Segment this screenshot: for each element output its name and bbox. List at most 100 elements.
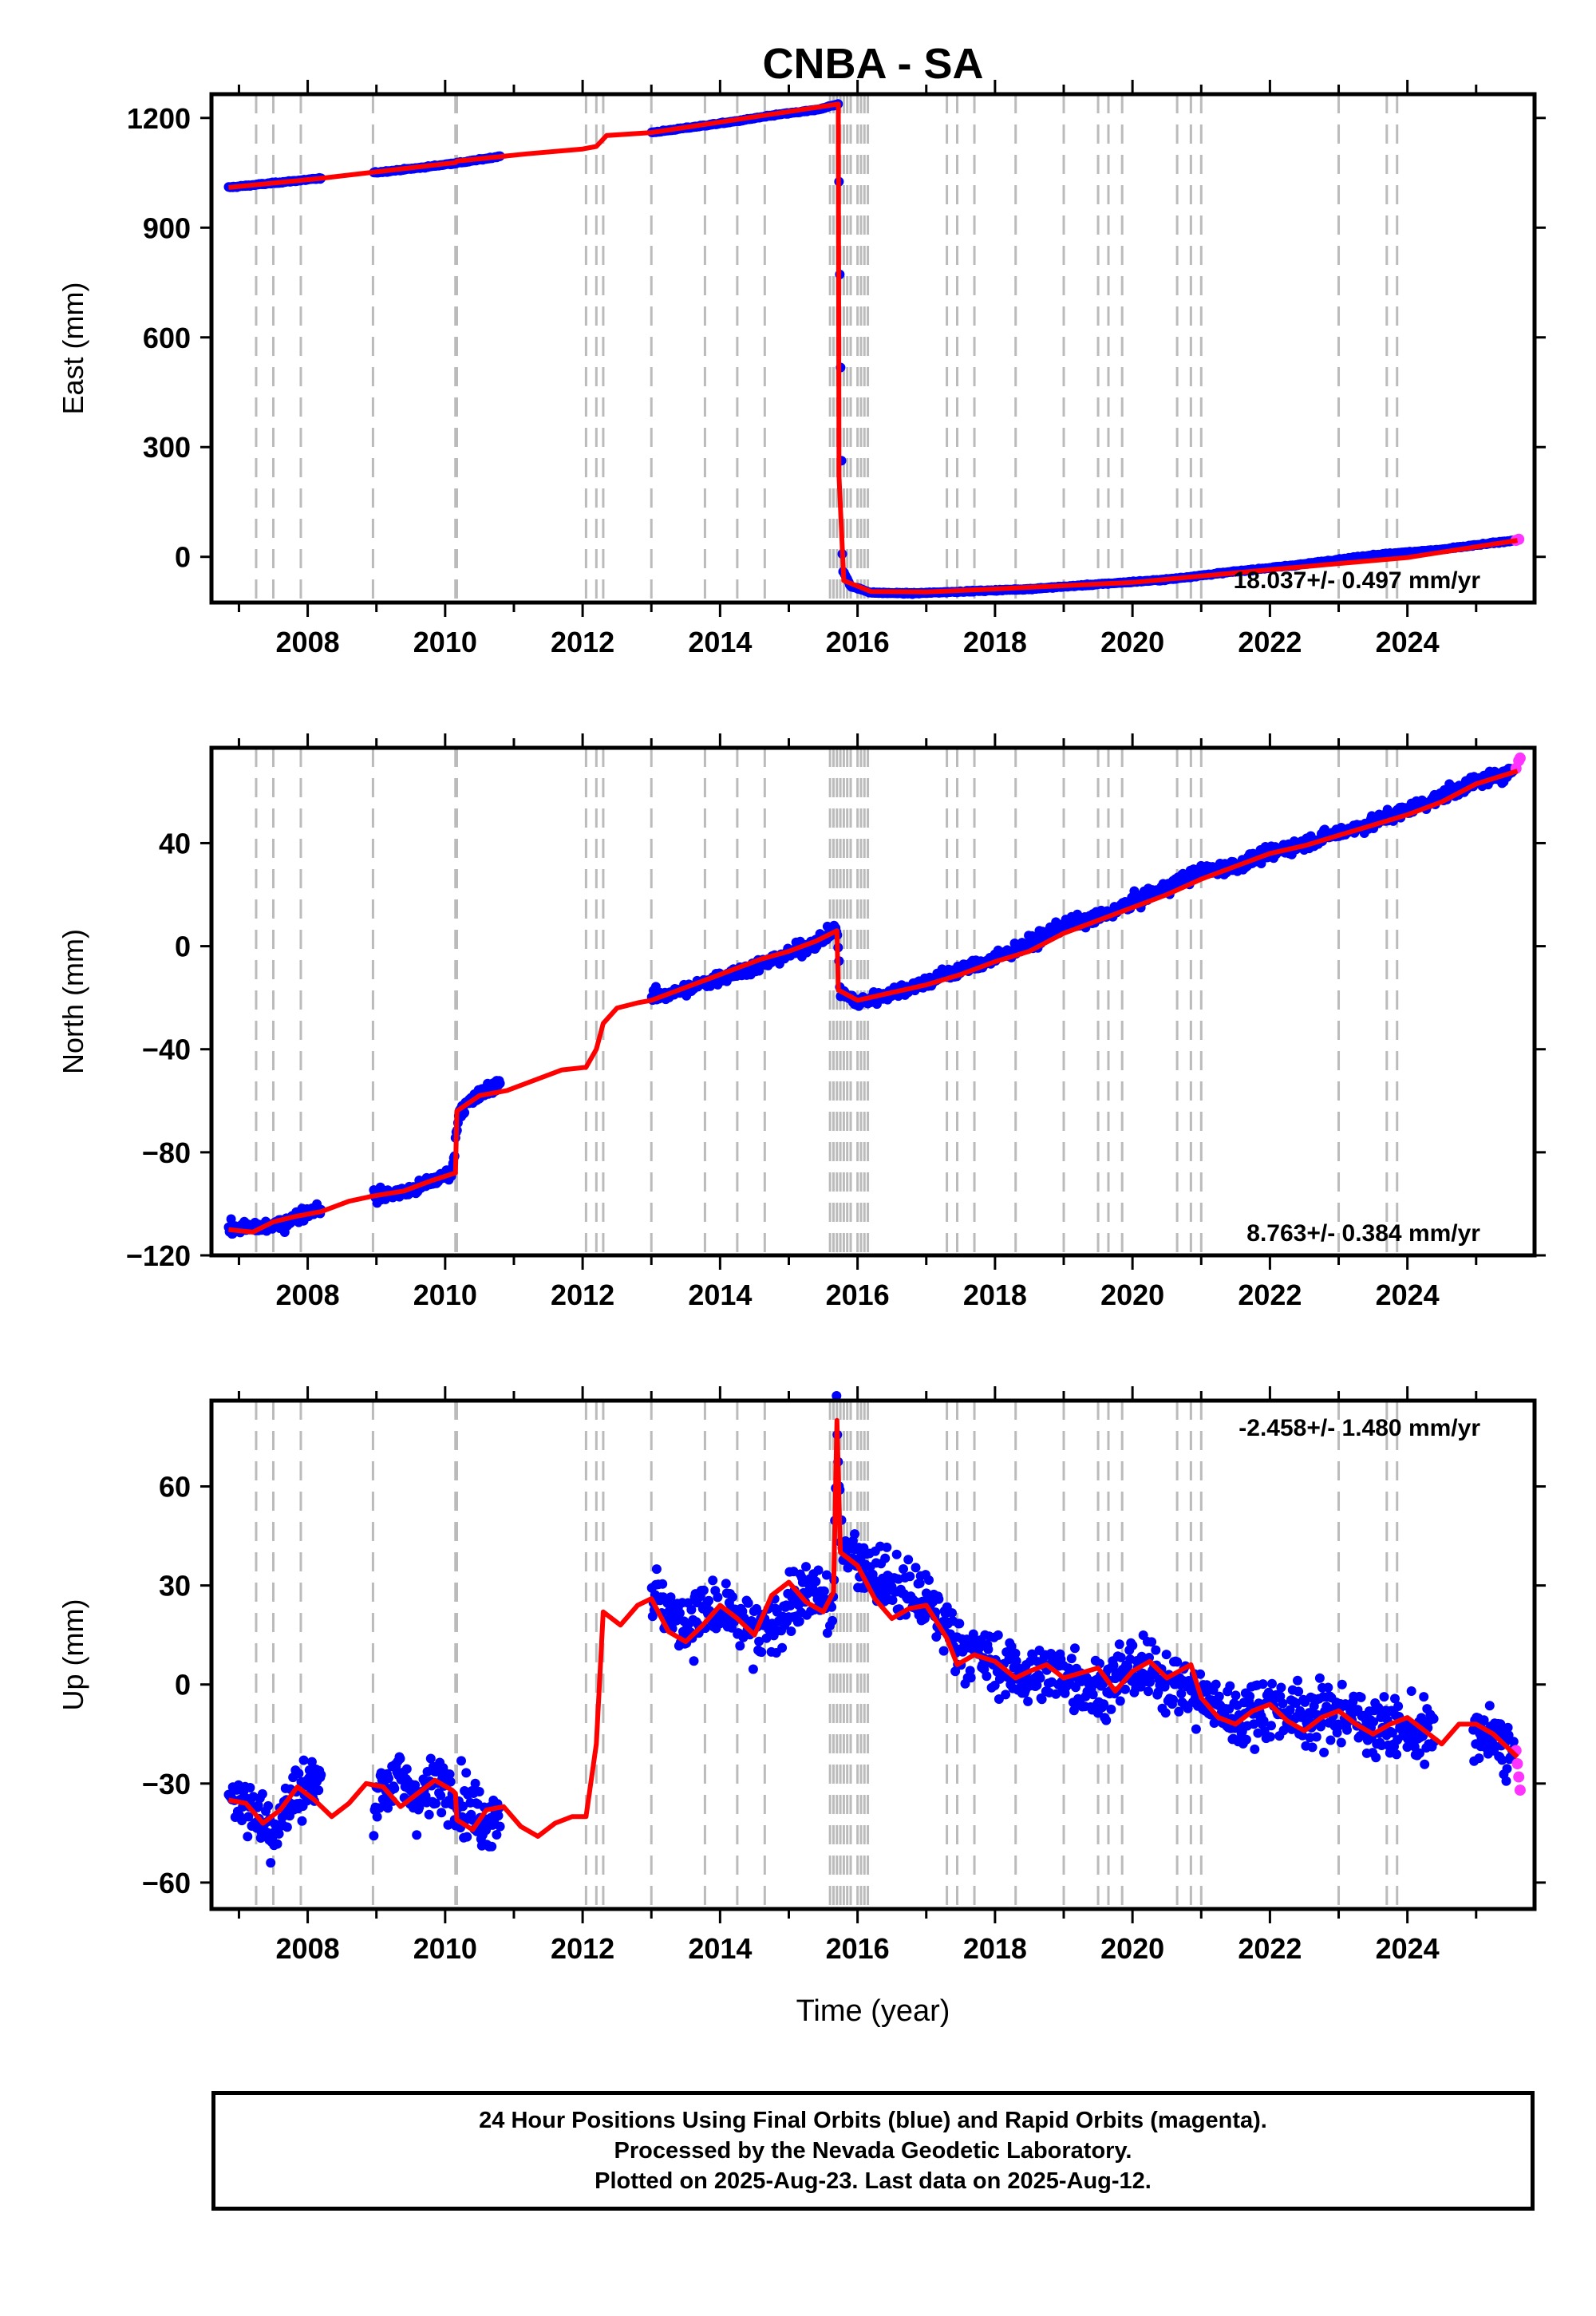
final-orbit-point [1035, 1673, 1045, 1683]
final-orbit-point [698, 1585, 709, 1595]
final-orbit-point [274, 1828, 284, 1839]
final-orbit-point [245, 1783, 255, 1792]
final-orbit-point [743, 1598, 753, 1608]
final-orbit-point [1336, 1737, 1346, 1748]
final-orbit-point [297, 1816, 307, 1826]
final-orbit-point [828, 1615, 838, 1626]
final-orbit-point [1250, 1744, 1260, 1754]
final-orbit-point [431, 1798, 440, 1808]
final-orbit-point [226, 1214, 236, 1224]
final-orbit-point [713, 1592, 723, 1603]
final-orbit-point [257, 1788, 267, 1799]
rate-label: 18.037+/- 0.497 mm/yr [1234, 567, 1481, 594]
x-tick-label: 2020 [1100, 626, 1164, 658]
final-orbit-point [735, 1641, 745, 1651]
x-tick-label: 2018 [963, 1279, 1027, 1311]
final-orbit-point [777, 1642, 788, 1653]
x-tick-label: 2010 [413, 626, 477, 658]
model-line [228, 101, 1518, 595]
final-orbit-point [924, 1575, 934, 1585]
x-tick-label: 2014 [688, 626, 752, 658]
panel-east: 0 300 600 900 1200 2008 2010 2012 2014 2016 2018 20… [57, 80, 1546, 658]
x-tick-label: 2010 [413, 1279, 477, 1311]
final-orbit-point [1508, 1737, 1519, 1747]
final-orbit-point [813, 1565, 824, 1575]
final-orbit-point [674, 1608, 685, 1618]
final-orbit-point [1258, 1679, 1268, 1690]
final-orbit-point [903, 1555, 914, 1565]
final-orbit-point [1115, 1696, 1125, 1706]
final-orbit-point [1161, 1650, 1171, 1660]
y-axis-label: North (mm) [57, 929, 89, 1074]
final-orbit-point [993, 1630, 1003, 1640]
panel-north: −120 −80 −40 0 40 2008 2010 2012 2014 2016 2018 202… [57, 733, 1546, 1311]
x-tick-label: 2020 [1100, 1279, 1164, 1311]
final-orbit-point [708, 1575, 718, 1586]
final-orbit-point [880, 1553, 891, 1563]
x-tick-label: 2016 [826, 1932, 890, 1965]
final-orbit-point [1114, 1639, 1124, 1650]
final-orbit-point [294, 1769, 304, 1779]
final-orbit-point [786, 1626, 796, 1636]
model-line [227, 1417, 1519, 1839]
final-orbit-point [1393, 1701, 1404, 1711]
x-tick-label: 2008 [276, 626, 340, 658]
final-orbit-point [689, 1656, 699, 1666]
final-orbit-point [1484, 1701, 1495, 1711]
final-orbit-point [384, 1773, 393, 1784]
final-orbit-point [1151, 1645, 1161, 1655]
final-orbit-point [1106, 1704, 1116, 1714]
y-tick-label: 0 [175, 931, 191, 963]
final-orbit-point [412, 1830, 422, 1840]
x-tick-label: 2024 [1376, 626, 1440, 658]
final-orbit-point [1225, 1681, 1235, 1691]
final-orbit-point [1293, 1675, 1302, 1686]
final-orbit-point [424, 1809, 434, 1820]
y-tick-label: 1200 [127, 102, 191, 135]
step-lines [255, 1401, 1399, 1909]
y-tick-label: 60 [159, 1471, 191, 1504]
final-orbit-point [1191, 1724, 1201, 1734]
final-orbit-point [882, 1542, 892, 1552]
final-orbit-point [243, 1832, 253, 1842]
final-orbit-point [369, 1831, 379, 1841]
x-tick-label: 2016 [826, 626, 890, 658]
final-orbit-point [966, 1673, 976, 1683]
y-axis-label: East (mm) [57, 283, 89, 415]
final-orbit-point [811, 1576, 821, 1587]
final-orbit-point [1001, 1690, 1011, 1700]
footer-line-2: Processed by the Nevada Geodetic Laborat… [614, 2138, 1132, 2164]
x-axis-label: Time (year) [796, 1994, 950, 2028]
final-orbit-point [1211, 1679, 1221, 1690]
x-tick-label: 2008 [276, 1279, 340, 1311]
final-orbit-point [1144, 1686, 1153, 1697]
final-orbit-point [983, 1644, 994, 1654]
x-tick-label: 2024 [1376, 1932, 1440, 1965]
final-orbit-point [1392, 1749, 1402, 1760]
x-tick-label: 2016 [826, 1279, 890, 1311]
final-orbit-point [704, 1595, 714, 1606]
final-orbit-point [954, 1618, 965, 1629]
final-orbit-point [819, 1586, 829, 1596]
final-orbit-point [487, 1841, 497, 1852]
final-orbit-point [1231, 1690, 1241, 1701]
y-tick-label: −40 [142, 1034, 191, 1066]
plot-frame [209, 92, 1537, 605]
final-orbit-point [298, 1755, 309, 1765]
y-tick-label: −80 [142, 1136, 191, 1169]
x-tick-label: 2012 [551, 1932, 614, 1965]
final-orbit-point [1337, 1679, 1347, 1690]
y-tick-label: 40 [159, 827, 191, 860]
final-orbit-point [891, 1549, 902, 1559]
x-tick-label: 2018 [963, 626, 1027, 658]
final-orbit-point [1502, 1764, 1512, 1774]
y-tick-label: 0 [175, 1669, 191, 1701]
final-orbit-point [1066, 1654, 1077, 1664]
final-orbit-point [850, 1529, 859, 1539]
final-orbit-point [1265, 1732, 1275, 1742]
x-tick-label: 2012 [551, 626, 614, 658]
y-tick-label: −30 [142, 1768, 191, 1800]
x-tick-label: 2022 [1238, 1932, 1302, 1965]
axes-layer: 0 300 600 900 1200 2008 2010 2012 2014 2016 2018 20… [127, 80, 1546, 658]
final-orbit-point [495, 1078, 505, 1089]
